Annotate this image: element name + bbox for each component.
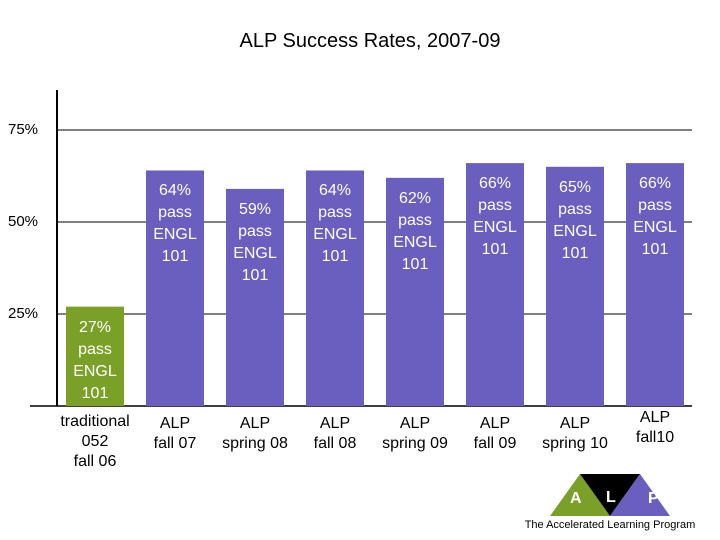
y-tick-label: 75% [8, 121, 39, 138]
bar-data-label: 66% pass ENGL 101 [633, 175, 677, 259]
logo-triangle-p [610, 474, 670, 516]
bar-data-label: 64% pass ENGL 101 [153, 182, 197, 266]
alp-logo: A L P [550, 474, 670, 516]
x-tick-label: ALP fall 09 [473, 415, 517, 452]
x-tick-label: ALP fall10 [635, 409, 675, 446]
logo-caption: The Accelerated Learning Program [524, 519, 696, 531]
bar-data-label: 66% pass ENGL 101 [473, 175, 517, 259]
bar-data-label: 65% pass ENGL 101 [553, 178, 597, 262]
bar [226, 188, 284, 406]
x-tick-label: ALP fall 08 [313, 415, 357, 452]
bar [546, 166, 604, 406]
chart-title: ALP Success Rates, 2007-09 [239, 30, 501, 52]
bar [466, 163, 524, 406]
logo-triangle-l [580, 474, 640, 516]
bar [386, 177, 444, 406]
bar [66, 306, 124, 406]
x-tick-label: traditional 052 fall 06 [60, 413, 130, 470]
bar [626, 163, 684, 406]
logo-triangle-a [550, 474, 610, 516]
bar [146, 170, 204, 406]
logo-letter-p: P [648, 490, 659, 507]
bar [306, 170, 364, 406]
bar-data-label: 59% pass ENGL 101 [233, 200, 277, 284]
x-tick-label: ALP spring 10 [542, 415, 608, 452]
logo-letter-l: L [606, 489, 616, 506]
logo-letter-a: A [570, 490, 582, 507]
x-tick-label: ALP fall 07 [153, 415, 197, 452]
bar-data-label: 27% pass ENGL 101 [73, 318, 117, 402]
y-tick-label: 25% [8, 305, 39, 322]
x-tick-label: ALP spring 09 [382, 415, 448, 452]
bar-data-label: 64% pass ENGL 101 [313, 182, 357, 266]
x-tick-label: ALP spring 08 [222, 415, 288, 452]
y-tick-label: 50% [8, 213, 39, 230]
bar-data-label: 62% pass ENGL 101 [393, 189, 437, 273]
